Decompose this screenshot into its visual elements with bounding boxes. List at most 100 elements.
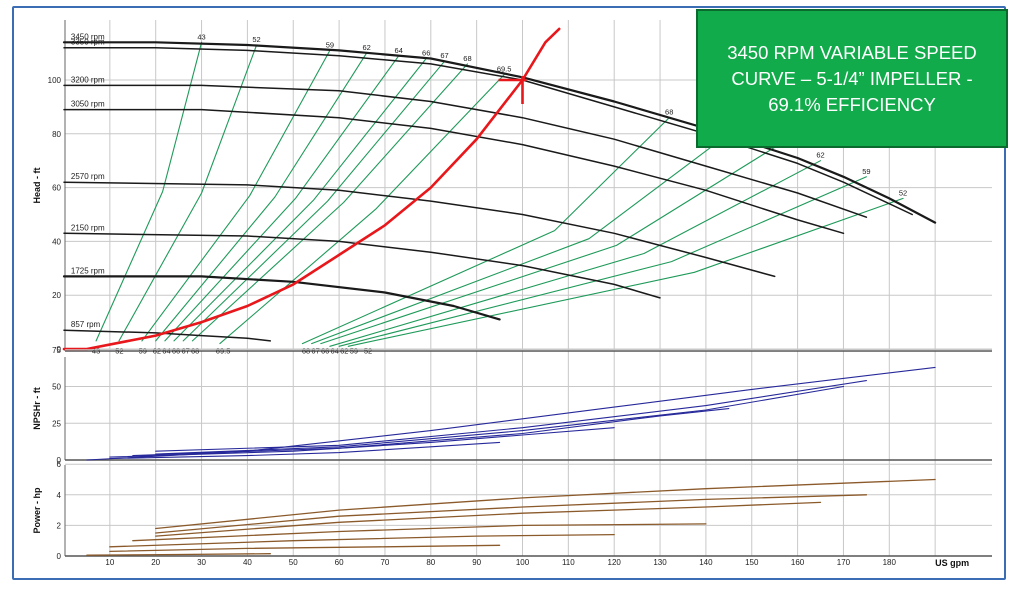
x-tick-label: 180 [883, 558, 897, 567]
y-tick-label: 20 [52, 291, 61, 300]
y-axis-label: Head - ft [32, 167, 42, 203]
efficiency-label-bottom: 62 [340, 347, 348, 356]
rpm-label: 3450 rpm [71, 32, 105, 41]
x-tick-label: 50 [289, 558, 298, 567]
x-tick-label: 80 [426, 558, 435, 567]
efficiency-label-bottom: 67 [311, 347, 319, 356]
efficiency-label-bottom: 52 [115, 347, 123, 356]
efficiency-label-bottom: 52 [364, 347, 372, 356]
x-tick-label: 60 [335, 558, 344, 567]
x-tick-label: 40 [243, 558, 252, 567]
rpm-label: 3050 rpm [71, 100, 105, 109]
x-tick-label: 20 [151, 558, 160, 567]
power-curve [155, 494, 868, 534]
power-curve [86, 553, 271, 556]
rpm-label: 2570 rpm [71, 172, 105, 181]
y-tick-label: 0 [57, 552, 62, 561]
efficiency-curve [95, 41, 203, 342]
y-tick-label: 75 [52, 346, 61, 355]
y-tick-label: 25 [52, 419, 61, 428]
efficiency-label-top: 66 [422, 48, 430, 57]
y-tick-label: 2 [57, 521, 62, 530]
efficiency-label-bottom: 64 [162, 347, 170, 356]
speed-curve [63, 329, 272, 342]
efficiency-label-top: 59 [326, 40, 334, 49]
efficiency-label-bottom: 68 [191, 347, 199, 356]
efficiency-label-bottom: 66 [172, 347, 180, 356]
speed-curve [62, 275, 501, 321]
power-curve [132, 523, 707, 542]
efficiency-label-top: 64 [395, 46, 403, 55]
npshr-curve [109, 441, 501, 460]
npshr-curve [109, 427, 615, 458]
x-tick-label: 150 [745, 558, 759, 567]
x-tick-label: 130 [653, 558, 667, 567]
y-tick-label: 80 [52, 130, 61, 139]
efficiency-label-top: 68 [463, 54, 471, 63]
y-tick-label: 4 [57, 491, 62, 500]
efficiency-curve [320, 146, 776, 345]
x-tick-label: 160 [791, 558, 805, 567]
efficiency-curve [118, 44, 258, 342]
y-tick-label: 100 [48, 76, 62, 85]
efficiency-curve [191, 63, 469, 342]
efficiency-label-bottom: 43 [92, 347, 100, 356]
efficiency-label-top: 59 [862, 167, 870, 176]
speed-curve [63, 181, 776, 278]
rpm-label: 2150 rpm [71, 223, 105, 232]
callout-text: 3450 RPM VARIABLE SPEED CURVE – 5-1/4” I… [727, 41, 977, 115]
rpm-label: 3200 rpm [71, 75, 105, 84]
efficiency-curve [219, 74, 505, 345]
x-tick-label: 30 [197, 558, 206, 567]
efficiency-curve [301, 117, 670, 345]
efficiency-label-top: 69.5 [497, 65, 512, 74]
efficiency-curve [311, 133, 730, 345]
efficiency-label-bottom: 59 [139, 347, 147, 356]
efficiency-label-top: 62 [816, 151, 824, 160]
efficiency-label-top: 67 [440, 51, 448, 60]
x-tick-label: 110 [562, 558, 575, 567]
power-curve [109, 533, 615, 548]
x-tick-label: 140 [699, 558, 713, 567]
npshr-curve [155, 385, 845, 455]
x-tick-label: 170 [837, 558, 851, 567]
y-axis-label: Power - hp [32, 487, 42, 534]
x-tick-label: 10 [105, 558, 114, 567]
x-axis-label: US gpm [935, 558, 969, 568]
y-tick-label: 60 [52, 184, 61, 193]
efficiency-label-top: 62 [362, 43, 370, 52]
efficiency-label-top: 43 [197, 32, 205, 41]
efficiency-label-bottom: 68 [302, 347, 310, 356]
efficiency-label-bottom: 66 [321, 347, 329, 356]
y-tick-label: 6 [57, 460, 62, 469]
efficiency-curve [141, 49, 331, 342]
y-tick-label: 0 [57, 345, 62, 354]
efficiency-curve [164, 55, 400, 342]
speed-curve [63, 108, 845, 235]
speed-curve [63, 232, 661, 299]
y-axis-label: NPSHr - ft [32, 387, 42, 430]
callout-box: 3450 RPM VARIABLE SPEED CURVE – 5-1/4” I… [696, 9, 1008, 148]
efficiency-curve [173, 57, 427, 342]
speed-curve [63, 84, 868, 218]
x-tick-label: 90 [472, 558, 481, 567]
npshr-curve [155, 380, 867, 452]
power-curve [109, 544, 501, 553]
efficiency-label-bottom: 59 [350, 347, 358, 356]
efficiency-curve [155, 52, 368, 342]
efficiency-label-bottom: 64 [331, 347, 339, 356]
x-tick-label: 70 [380, 558, 389, 567]
efficiency-curve [329, 160, 822, 347]
efficiency-label-top: 68 [665, 108, 673, 117]
efficiency-curve [338, 176, 867, 347]
speed-curve [62, 41, 937, 224]
x-tick-label: 120 [608, 558, 622, 567]
efficiency-label-bottom: 69.5 [216, 347, 231, 356]
power-curve [155, 478, 936, 530]
efficiency-label-top: 52 [899, 188, 907, 197]
npshr-curve [86, 366, 936, 461]
y-tick-label: 50 [52, 383, 61, 392]
efficiency-label-top: 52 [252, 35, 260, 44]
rpm-label: 857 rpm [71, 320, 101, 329]
